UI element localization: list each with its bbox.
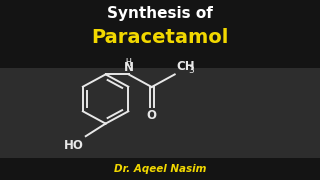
Text: Dr. Aqeel Nasim: Dr. Aqeel Nasim bbox=[114, 165, 206, 174]
Text: CH: CH bbox=[176, 60, 195, 73]
Text: H: H bbox=[126, 58, 132, 68]
Text: 3: 3 bbox=[188, 66, 194, 75]
Text: Paracetamol: Paracetamol bbox=[91, 28, 229, 47]
Text: Synthesis of: Synthesis of bbox=[107, 6, 213, 21]
Bar bbox=[0, 158, 320, 180]
Text: O: O bbox=[147, 109, 157, 122]
Text: N: N bbox=[124, 61, 134, 74]
Text: HO: HO bbox=[64, 139, 84, 152]
Bar bbox=[0, 0, 320, 68]
